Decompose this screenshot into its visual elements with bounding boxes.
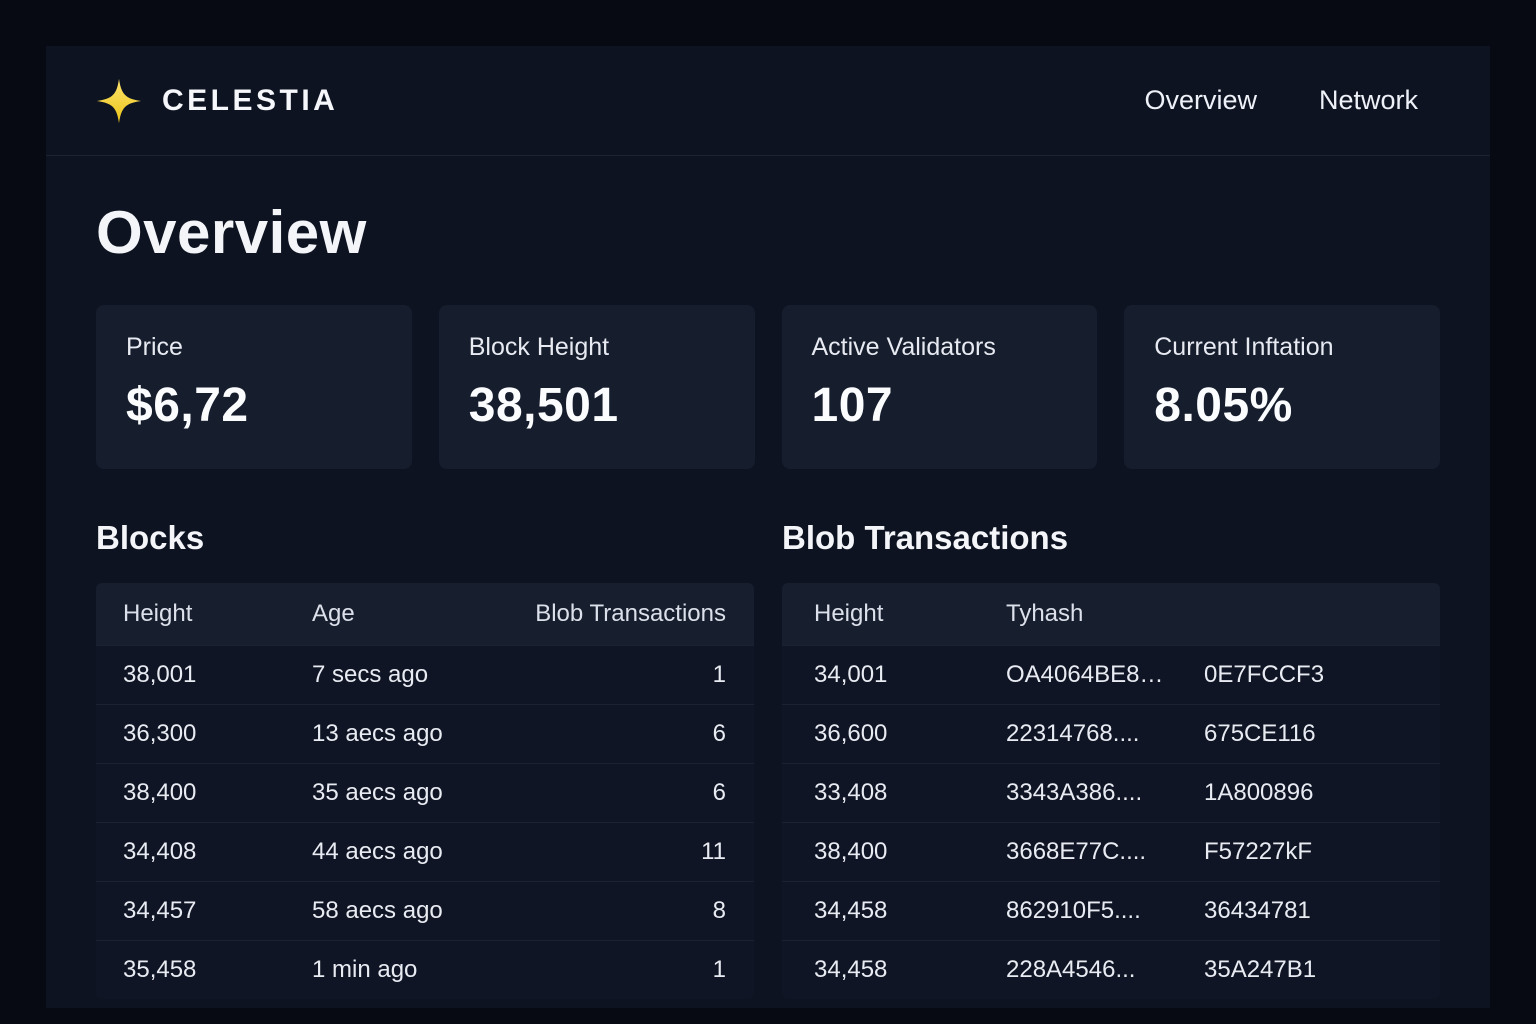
page-title: Overview [96, 199, 367, 266]
blob-hash2-cell: 36434781 [1204, 897, 1311, 924]
stat-value: 107 [811, 379, 894, 432]
stat-card-price: Price $6,72 [96, 305, 412, 469]
block-age-cell: 58 aecs ago [312, 897, 443, 924]
table-row[interactable]: 34,458 862910F5.... 36434781 [782, 881, 1440, 940]
stat-value: $6,72 [126, 379, 249, 432]
table-row[interactable]: 36,300 13 aecs ago 6 [96, 704, 754, 763]
stat-card-active-validators: Active Validators 107 [781, 305, 1098, 469]
blocks-table: Height Age Blob Transactions 38,001 7 se… [96, 583, 754, 999]
table-row[interactable]: 34,001 OA4064BE8… 0E7FCCF3 [782, 645, 1440, 704]
brand-name: CELESTIA [162, 83, 339, 117]
blob-hash2-cell: 0E7FCCF3 [1204, 661, 1325, 688]
blocks-section: Blocks Height Age Blob Transactions 38,0… [96, 519, 754, 999]
block-age-cell: 1 min ago [312, 956, 418, 983]
block-height-cell: 38,001 [123, 661, 197, 688]
table-row[interactable]: 34,457 58 aecs ago 8 [96, 881, 754, 940]
blob-height-cell: 33,408 [814, 779, 888, 806]
table-row[interactable]: 35,458 1 min ago 1 [96, 940, 754, 999]
column-header-tyhash: Tyhash [1006, 600, 1084, 627]
nav-menu: Overview Network [1144, 85, 1418, 116]
blob-height-cell: 34,458 [814, 897, 888, 924]
stat-label: Active Validators [811, 333, 996, 361]
nav-network[interactable]: Network [1318, 85, 1418, 115]
block-blob-count-cell: 6 [712, 779, 726, 806]
stat-cards: Price $6,72 Block Height 38,501 Active V… [96, 305, 1440, 469]
table-row[interactable]: 38,001 7 secs ago 1 [96, 645, 754, 704]
column-header-blob-transactions: Blob Transactions [535, 600, 726, 627]
block-age-cell: 7 secs ago [312, 661, 429, 688]
blob-hash2-cell: 35A247B1 [1204, 956, 1317, 983]
block-age-cell: 13 aecs ago [312, 720, 443, 747]
stat-value: 8.05% [1154, 379, 1293, 432]
blob-height-cell: 34,458 [814, 956, 888, 983]
blob-hash-cell: 228A4546... [1006, 956, 1136, 983]
column-header-height: Height [814, 600, 884, 627]
blob-hash-cell: OA4064BE8… [1006, 661, 1164, 688]
blob-table-header: Height Tyhash [782, 583, 1440, 645]
nav-overview[interactable]: Overview [1144, 85, 1257, 115]
block-blob-count-cell: 11 [701, 838, 726, 865]
table-row[interactable]: 38,400 35 aecs ago 6 [96, 763, 754, 822]
stat-card-block-height: Block Height 38,501 [438, 305, 755, 469]
blob-hash2-cell: F57227kF [1204, 838, 1313, 865]
blob-height-cell: 38,400 [814, 838, 888, 865]
block-blob-count-cell: 6 [712, 720, 726, 747]
stat-label: Current Inftation [1154, 333, 1334, 361]
table-row[interactable]: 38,400 3668E77C.... F57227kF [782, 822, 1440, 881]
blob-hash2-cell: 675CE116 [1204, 720, 1316, 747]
block-age-cell: 44 aecs ago [312, 838, 443, 865]
block-height-cell: 36,300 [123, 720, 197, 747]
top-nav: CELESTIA Overview Network [46, 46, 1490, 156]
stat-label: Block Height [468, 333, 610, 361]
block-height-cell: 34,457 [123, 897, 197, 924]
column-header-height: Height [123, 600, 193, 627]
block-blob-count-cell: 1 [712, 661, 726, 688]
blob-hash2-cell: 1A800896 [1204, 779, 1314, 806]
main-panel: CELESTIA Overview Network Overview Price… [46, 46, 1490, 1008]
column-header-age: Age [312, 600, 355, 627]
tables-section: Blocks Height Age Blob Transactions 38,0… [96, 519, 1440, 999]
blob-height-cell: 36,600 [814, 720, 888, 747]
block-height-cell: 38,400 [123, 779, 197, 806]
blob-transactions-section: Blob Transactions Height Tyhash 34,001 O… [782, 519, 1440, 999]
celestia-star-icon [96, 74, 142, 128]
brand[interactable]: CELESTIA [96, 74, 338, 128]
page-content: Overview Price $6,72 Block Height 38,501… [46, 198, 1490, 999]
table-row[interactable]: 33,408 3343A386.... 1A800896 [782, 763, 1440, 822]
blob-height-cell: 34,001 [814, 661, 888, 688]
table-row[interactable]: 34,408 44 aecs ago 11 [96, 822, 754, 881]
stat-label: Price [126, 333, 183, 361]
blob-hash-cell: 3668E77C.... [1006, 838, 1147, 865]
block-height-cell: 35,458 [123, 956, 197, 983]
stat-card-inflation: Current Inftation 8.05% [1124, 305, 1440, 469]
table-row[interactable]: 34,458 228A4546... 35A247B1 [782, 940, 1440, 999]
block-blob-count-cell: 1 [712, 956, 726, 983]
blob-transactions-title: Blob Transactions [782, 519, 1069, 556]
block-blob-count-cell: 8 [712, 897, 726, 924]
block-height-cell: 34,408 [123, 838, 197, 865]
blob-hash-cell: 22314768.... [1006, 720, 1140, 747]
blob-hash-cell: 3343A386.... [1006, 779, 1143, 806]
blocks-title: Blocks [96, 519, 205, 556]
stat-value: 38,501 [468, 379, 619, 432]
blob-transactions-table: Height Tyhash 34,001 OA4064BE8… 0E7FCCF3… [782, 583, 1440, 999]
blob-hash-cell: 862910F5.... [1006, 897, 1141, 924]
block-age-cell: 35 aecs ago [312, 779, 443, 806]
blocks-table-header: Height Age Blob Transactions [96, 583, 754, 645]
table-row[interactable]: 36,600 22314768.... 675CE116 [782, 704, 1440, 763]
